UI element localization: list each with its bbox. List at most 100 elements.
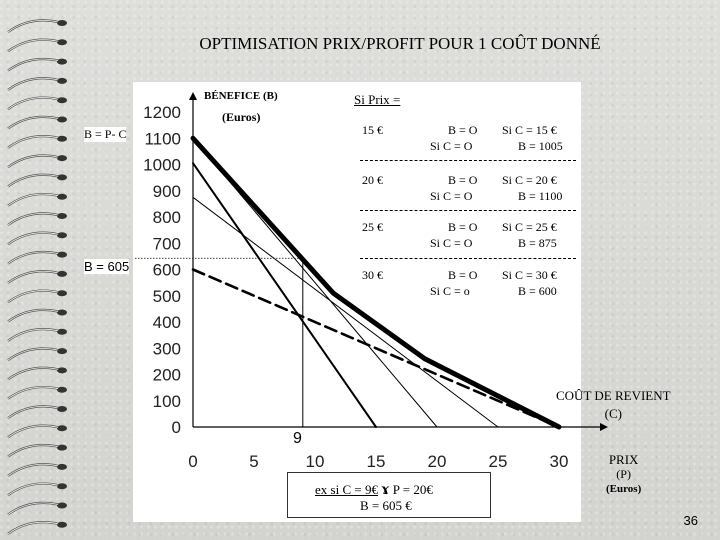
spiral-highlight [7, 348, 59, 361]
cost-label-line2: (C) [604, 406, 622, 421]
spiral-hole [57, 463, 67, 470]
spiral-hole [57, 135, 67, 142]
y-tick-label: 1100 [144, 129, 181, 148]
page-number: 36 [683, 513, 698, 528]
spiral-hole [57, 155, 67, 162]
spiral-highlight [7, 425, 59, 438]
legend-divider [360, 210, 576, 211]
spiral-hole [57, 328, 67, 335]
y-axis-title: BÉNEFICE (B) [204, 90, 278, 102]
x-axis-title: PRIX (P) (Euros) [606, 452, 641, 497]
spiral-binding [7, 19, 67, 535]
legend-c0-20: Si C = O [430, 189, 473, 203]
cost-label-line1: COÛT DE REVIENT [556, 388, 671, 403]
spiral-hole [57, 521, 67, 528]
x-axis-title-text: PRIX [608, 452, 639, 467]
spiral-hole [57, 232, 67, 239]
spiral-hole [57, 406, 67, 412]
spiral-highlight [7, 232, 59, 245]
y-tick-label: 100 [153, 392, 181, 411]
spiral-hole [57, 20, 67, 26]
spiral-highlight [7, 270, 59, 284]
formula-label: B = P- C [84, 127, 127, 142]
legend-c0-30: Si C = o [430, 284, 470, 298]
x-axis-sub: (P) [616, 467, 631, 481]
x-axis-unit: (Euros) [606, 483, 642, 495]
spiral-highlight [7, 39, 59, 52]
spiral-highlight [7, 405, 59, 419]
y-tick-label: 400 [153, 313, 181, 332]
legend-price-15: 15 € [362, 123, 383, 137]
y-tick-label: 1200 [143, 103, 181, 122]
spiral-highlight [7, 97, 59, 110]
spiral-highlight [7, 19, 59, 33]
y-tick-label: 600 [153, 261, 181, 280]
spiral-hole [57, 270, 67, 277]
y-tick-label: 200 [153, 366, 181, 385]
slide-title: OPTIMISATION PRIX/PROFIT POUR 1 COÛT DON… [199, 34, 601, 53]
legend-divider [360, 258, 576, 259]
y-tick-label: 500 [153, 287, 181, 306]
legend-c-25: Si C = 25 € [502, 220, 557, 234]
marker-nine: 9 [293, 430, 302, 447]
spiral-hole [57, 97, 67, 104]
spiral-hole [57, 251, 67, 258]
x-tick-label: 0 [188, 452, 197, 471]
y-tick-label: 300 [153, 339, 181, 358]
x-tick-label: 30 [550, 452, 569, 471]
legend-b0-30: B = O [448, 268, 478, 282]
spiral-highlight [7, 174, 59, 187]
b605-label: B = 605 [84, 259, 130, 274]
example-cost: ex si C = 9€ [315, 482, 378, 497]
spiral-hole [57, 39, 67, 46]
example-line1: ex si C = 9€ ɤ P = 20€ [315, 481, 433, 499]
legend-price-20: 20 € [362, 173, 383, 187]
spiral-hole [57, 425, 67, 432]
y-tick-label: 900 [153, 182, 181, 201]
spiral-hole [57, 213, 67, 219]
x-tick-label: 10 [306, 452, 325, 471]
spiral-highlight [7, 444, 59, 457]
legend-divider [360, 160, 576, 161]
legend-b0-20: B = O [448, 173, 478, 187]
spiral-hole [57, 444, 67, 451]
spiral-hole [57, 483, 67, 490]
spiral-highlight [7, 251, 59, 264]
y-tick-label: 1000 [143, 156, 181, 175]
legend-b-15: B = 1005 [518, 139, 563, 153]
spiral-highlight [7, 367, 59, 380]
spiral-highlight [7, 155, 59, 168]
legend-c-15: Si C = 15 € [502, 123, 557, 137]
legend-b0-15: B = O [448, 123, 478, 137]
y-tick-label: 700 [153, 234, 181, 253]
example-line2: B = 605 € [360, 498, 412, 513]
legend-b-30: B = 600 [518, 284, 557, 298]
x-tick-label: 5 [249, 452, 258, 471]
spiral-hole [57, 348, 67, 355]
spiral-highlight [7, 58, 59, 71]
x-tick-label: 25 [489, 452, 508, 471]
spiral-highlight [7, 502, 59, 515]
series-line-4 [190, 135, 562, 430]
spiral-highlight [7, 386, 59, 400]
legend-price-25: 25 € [362, 220, 383, 234]
spiral-hole [57, 116, 67, 123]
spiral-highlight [7, 290, 59, 303]
spiral-highlight [7, 309, 59, 322]
spiral-highlight [7, 212, 59, 226]
y-axis-arrow-icon [189, 92, 197, 100]
x-tick-label: 20 [428, 452, 447, 471]
spiral-hole [57, 58, 67, 65]
spiral-highlight [7, 463, 59, 477]
spiral-highlight [7, 193, 59, 207]
arrow-icon: ɤ [381, 481, 390, 498]
spiral-highlight [7, 328, 59, 342]
x-axis-arrow-icon [600, 423, 608, 431]
y-axis-unit: (Euros) [222, 110, 261, 124]
spiral-hole [57, 502, 67, 509]
series-line-3 [191, 268, 561, 429]
legend-price-30: 30 € [362, 268, 383, 282]
example-box: ex si C = 9€ ɤ P = 20€ B = 605 € [287, 472, 491, 518]
spiral-hole [57, 309, 67, 316]
